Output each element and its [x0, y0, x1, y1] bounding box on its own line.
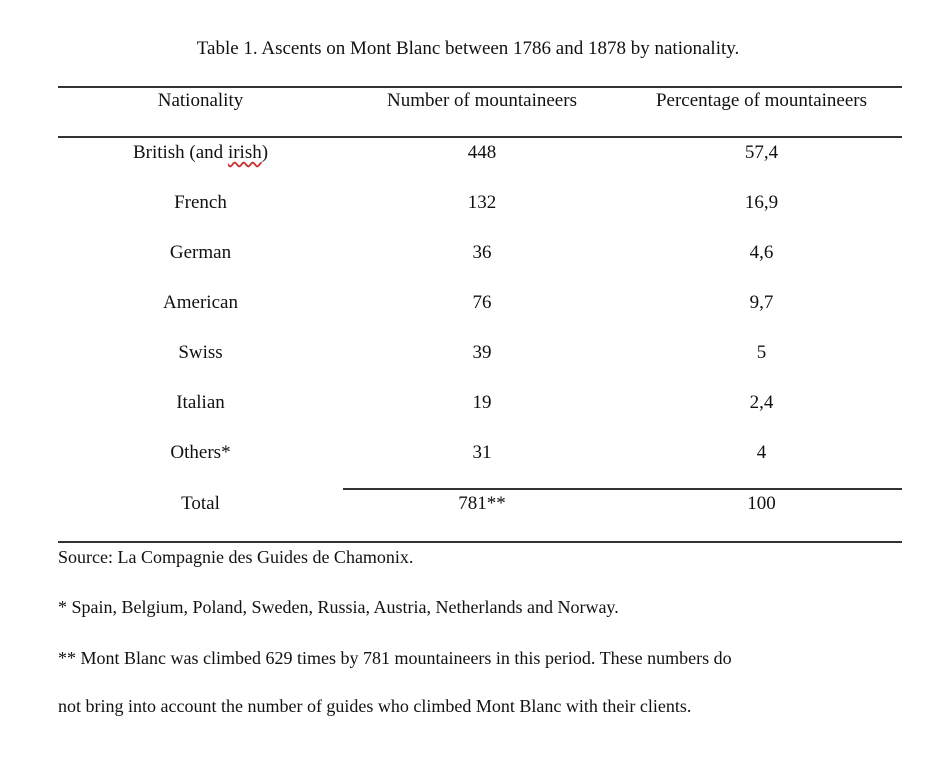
cell-count: 36 — [472, 242, 492, 263]
cell-percent: 16,9 — [744, 192, 779, 213]
total-percent: 100 — [747, 493, 776, 514]
table-row: Italian 19 2,4 — [0, 392, 936, 422]
table-row: Swiss 39 5 — [0, 342, 936, 372]
total-row: Total 781** 100 — [0, 493, 936, 523]
table-caption: Table 1. Ascents on Mont Blanc between 1… — [196, 38, 740, 59]
header-number: Number of mountaineers — [387, 90, 577, 111]
cell-percent: 5 — [756, 342, 767, 363]
cell-nationality: German — [169, 242, 232, 263]
cell-percent: 4,6 — [749, 242, 774, 263]
cell-count: 39 — [472, 342, 492, 363]
table-row: Others* 31 4 — [0, 442, 936, 472]
cell-nationality: French — [174, 192, 227, 213]
header-rule — [58, 136, 902, 138]
header-nationality: Nationality — [157, 90, 244, 111]
cell-nationality: Italian — [176, 392, 225, 413]
cell-nationality: Swiss — [178, 342, 223, 363]
footnote-ascents-line2: not bring into account the number of gui… — [58, 696, 692, 716]
cell-count: 31 — [472, 442, 492, 463]
cell-nationality: British (and irish) — [132, 142, 269, 163]
cell-nationality: Others* — [170, 442, 231, 463]
table-row: French 132 16,9 — [0, 192, 936, 222]
table-top-rule — [58, 86, 902, 88]
source-note: Source: La Compagnie des Guides de Chamo… — [58, 547, 414, 567]
total-label: Total — [181, 493, 220, 514]
cell-count: 19 — [472, 392, 492, 413]
cell-count: 448 — [467, 142, 497, 163]
cell-percent: 4 — [756, 442, 767, 463]
cell-percent: 2,4 — [749, 392, 774, 413]
total-count: 781** — [458, 493, 506, 514]
cell-percent: 57,4 — [744, 142, 779, 163]
total-rule — [343, 488, 902, 490]
footnote-countries: * Spain, Belgium, Poland, Sweden, Russia… — [58, 597, 619, 617]
table-bottom-rule — [58, 541, 902, 543]
cell-nationality: American — [163, 292, 238, 313]
table-row: German 36 4,6 — [0, 242, 936, 272]
table-row: British (and irish) 448 57,4 — [0, 142, 936, 172]
cell-percent: 9,7 — [749, 292, 774, 313]
cell-count: 76 — [472, 292, 492, 313]
cell-count: 132 — [467, 192, 497, 213]
footnote-ascents-line1: ** Mont Blanc was climbed 629 times by 7… — [58, 648, 732, 668]
table-row: American 76 9,7 — [0, 292, 936, 322]
header-percentage: Percentage of mountaineers — [655, 90, 868, 111]
